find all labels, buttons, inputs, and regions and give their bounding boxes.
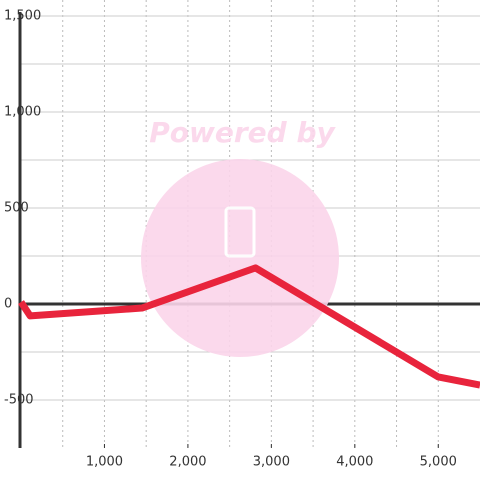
data-line	[18, 264, 480, 389]
x-tick-label: 4,000	[336, 455, 373, 470]
y-tick-label: 0	[4, 297, 12, 312]
x-tick-label: 5,000	[420, 455, 457, 470]
watermark-text: Powered by	[149, 116, 336, 149]
watermark-logo	[141, 159, 339, 357]
x-tick-label: 1,000	[86, 455, 123, 470]
x-tick-label: 3,000	[253, 455, 290, 470]
y-tick-label: 1,500	[4, 9, 41, 24]
watermark-icon	[224, 206, 256, 258]
y-tick-label: 1,000	[4, 105, 41, 120]
watermark: Powered by	[141, 116, 339, 357]
grid	[18, 0, 480, 448]
y-tick-label: -500	[4, 393, 34, 408]
y-tick-label: 500	[4, 201, 29, 216]
x-tick-label: 2,000	[169, 455, 206, 470]
